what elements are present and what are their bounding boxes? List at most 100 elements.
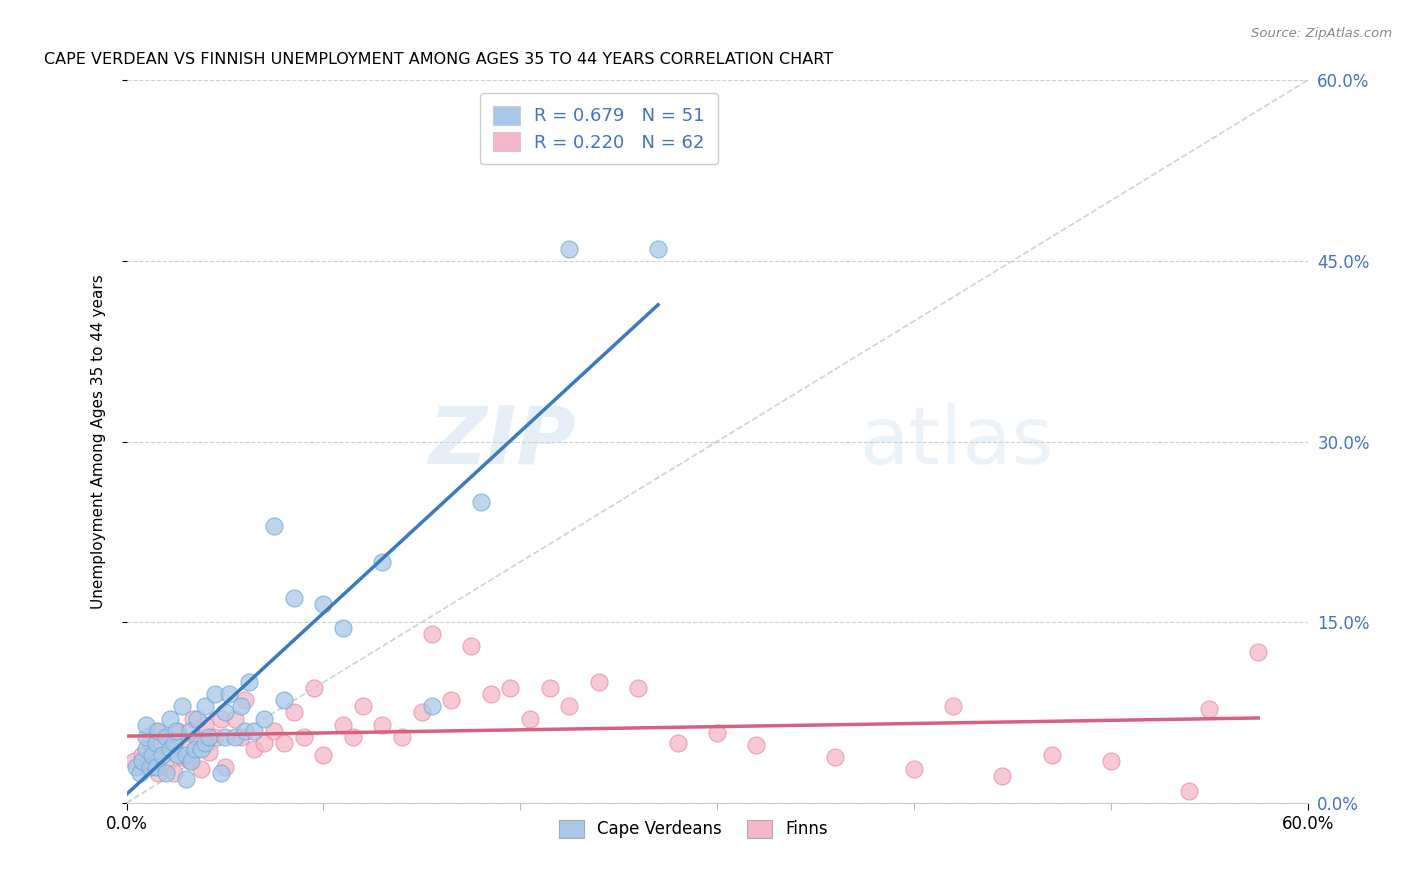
Point [332, 717, 354, 731]
Point [991, 769, 1014, 783]
Point [145, 723, 167, 738]
Point [391, 730, 413, 744]
Point [214, 706, 236, 720]
Point [179, 723, 201, 738]
Point [824, 750, 846, 764]
Point [209, 765, 232, 780]
Point [129, 765, 152, 780]
Point [229, 730, 252, 744]
Point [420, 699, 443, 714]
Point [253, 735, 276, 749]
Y-axis label: Unemployment Among Ages 35 to 44 years: Unemployment Among Ages 35 to 44 years [91, 274, 105, 609]
Point [159, 712, 181, 726]
Point [238, 675, 260, 690]
Point [209, 712, 232, 726]
Point [218, 687, 240, 701]
Point [190, 762, 212, 776]
Point [166, 723, 188, 738]
Point [1099, 754, 1122, 768]
Point [186, 730, 208, 744]
Point [131, 754, 153, 768]
Point [163, 735, 186, 749]
Point [942, 699, 965, 714]
Point [135, 741, 157, 756]
Point [499, 681, 522, 696]
Point [224, 712, 246, 726]
Point [588, 675, 610, 690]
Point [204, 687, 226, 701]
Point [155, 765, 177, 780]
Point [538, 681, 561, 696]
Point [1040, 747, 1063, 762]
Point [159, 735, 181, 749]
Point [214, 730, 236, 744]
Point [155, 760, 177, 774]
Point [198, 730, 221, 744]
Point [180, 754, 202, 768]
Point [150, 747, 173, 762]
Point [174, 741, 197, 756]
Point [342, 730, 364, 744]
Point [224, 730, 246, 744]
Point [352, 699, 374, 714]
Point [165, 723, 187, 738]
Point [903, 762, 925, 776]
Point [170, 699, 193, 714]
Point [292, 730, 315, 744]
Point [174, 772, 197, 786]
Point [194, 735, 217, 749]
Point [312, 597, 335, 611]
Point [135, 717, 157, 731]
Point [214, 760, 236, 774]
Point [204, 730, 226, 744]
Point [1247, 645, 1270, 659]
Text: Source: ZipAtlas.com: Source: ZipAtlas.com [1251, 27, 1392, 40]
Point [146, 723, 169, 738]
Point [155, 730, 177, 744]
Point [166, 747, 188, 762]
Point [332, 621, 354, 635]
Point [170, 750, 193, 764]
Point [194, 699, 217, 714]
Point [143, 754, 166, 768]
Point [479, 687, 502, 701]
Point [243, 741, 266, 756]
Point [146, 765, 169, 780]
Point [558, 242, 581, 256]
Point [124, 754, 146, 768]
Point [312, 747, 335, 762]
Point [243, 723, 266, 738]
Point [145, 735, 167, 749]
Point [371, 717, 394, 731]
Point [706, 726, 728, 740]
Point [139, 760, 162, 774]
Point [125, 760, 148, 774]
Point [190, 741, 212, 756]
Point [627, 681, 650, 696]
Point [1178, 784, 1201, 798]
Legend: Cape Verdeans, Finns: Cape Verdeans, Finns [553, 813, 835, 845]
Point [263, 518, 285, 533]
Point [302, 681, 325, 696]
Point [411, 706, 433, 720]
Point [159, 741, 181, 756]
Point [263, 723, 285, 738]
Point [131, 747, 153, 762]
Point [519, 712, 541, 726]
Point [440, 693, 463, 707]
Point [174, 747, 197, 762]
Text: CAPE VERDEAN VS FINNISH UNEMPLOYMENT AMONG AGES 35 TO 44 YEARS CORRELATION CHART: CAPE VERDEAN VS FINNISH UNEMPLOYMENT AMO… [44, 52, 832, 67]
Text: atlas: atlas [859, 402, 1053, 481]
Point [198, 745, 221, 759]
Point [460, 639, 482, 653]
Point [283, 706, 305, 720]
Point [229, 699, 252, 714]
Point [273, 693, 295, 707]
Point [194, 717, 217, 731]
Point [1198, 702, 1220, 716]
Point [150, 747, 173, 762]
Point [139, 735, 162, 749]
Point [186, 712, 208, 726]
Point [283, 591, 305, 605]
Point [141, 747, 163, 762]
